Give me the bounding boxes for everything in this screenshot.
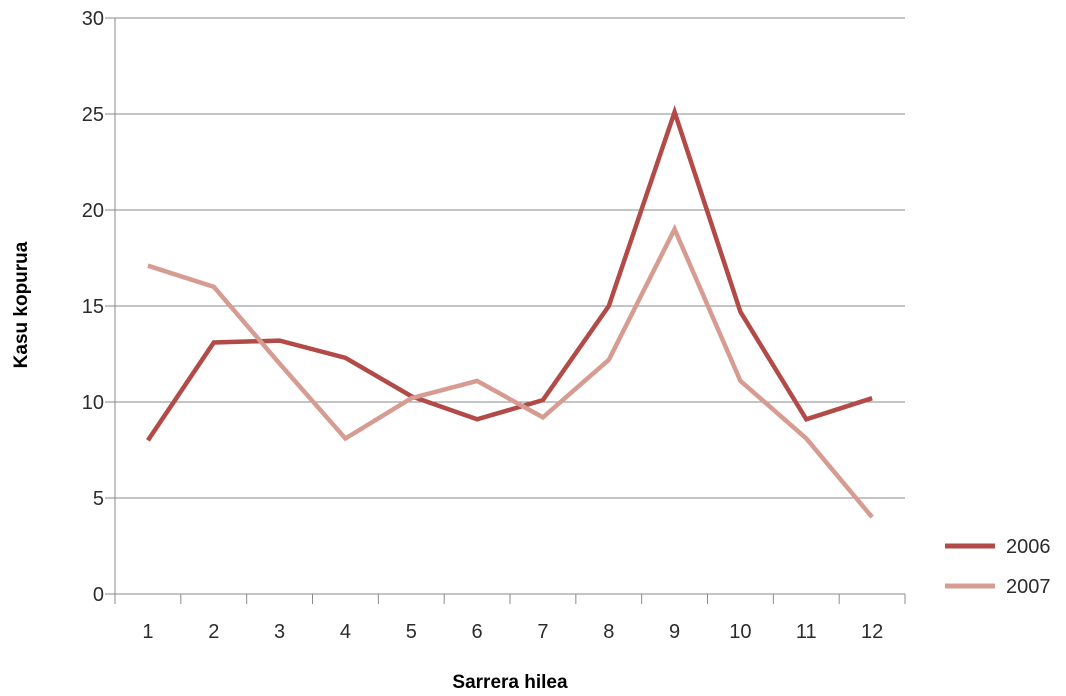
x-tick-label-9: 9 — [669, 621, 680, 643]
x-tick-label-5: 5 — [406, 621, 417, 643]
y-tick-label-0: 0 — [93, 584, 104, 606]
y-tick-label-30: 30 — [82, 8, 104, 30]
axes — [105, 17, 906, 604]
y-tick-labels: 0 5 10 15 20 25 30 — [82, 8, 104, 606]
x-axis-title: Sarrera hilea — [452, 672, 568, 693]
x-tick-label-3: 3 — [274, 621, 285, 643]
legend: 2006 2007 — [945, 536, 1051, 598]
x-tick-labels: 1 2 3 4 5 6 7 8 9 10 11 12 — [142, 621, 883, 643]
x-tick-label-4: 4 — [340, 621, 351, 643]
y-tick-label-5: 5 — [93, 488, 104, 510]
legend-label-2007: 2007 — [1006, 576, 1051, 598]
y-axis-title: Kasu kopurua — [11, 241, 32, 368]
x-tick-label-8: 8 — [603, 621, 614, 643]
series-lines — [146, 105, 874, 519]
x-tick-label-10: 10 — [729, 621, 751, 643]
y-tick-label-10: 10 — [82, 392, 104, 414]
series-line-2007 — [147, 223, 874, 519]
y-tick-label-20: 20 — [82, 200, 104, 222]
y-tick-label-25: 25 — [82, 104, 104, 126]
y-tick-label-15: 15 — [82, 296, 104, 318]
x-tick-label-2: 2 — [208, 621, 219, 643]
x-tick-label-6: 6 — [472, 621, 483, 643]
x-tick-label-12: 12 — [861, 621, 883, 643]
gridlines — [115, 17, 905, 499]
series-line-2006 — [146, 105, 873, 442]
x-tick-label-7: 7 — [537, 621, 548, 643]
legend-label-2006: 2006 — [1006, 536, 1051, 558]
x-tick-label-1: 1 — [142, 621, 153, 643]
x-tick-label-11: 11 — [796, 621, 817, 643]
